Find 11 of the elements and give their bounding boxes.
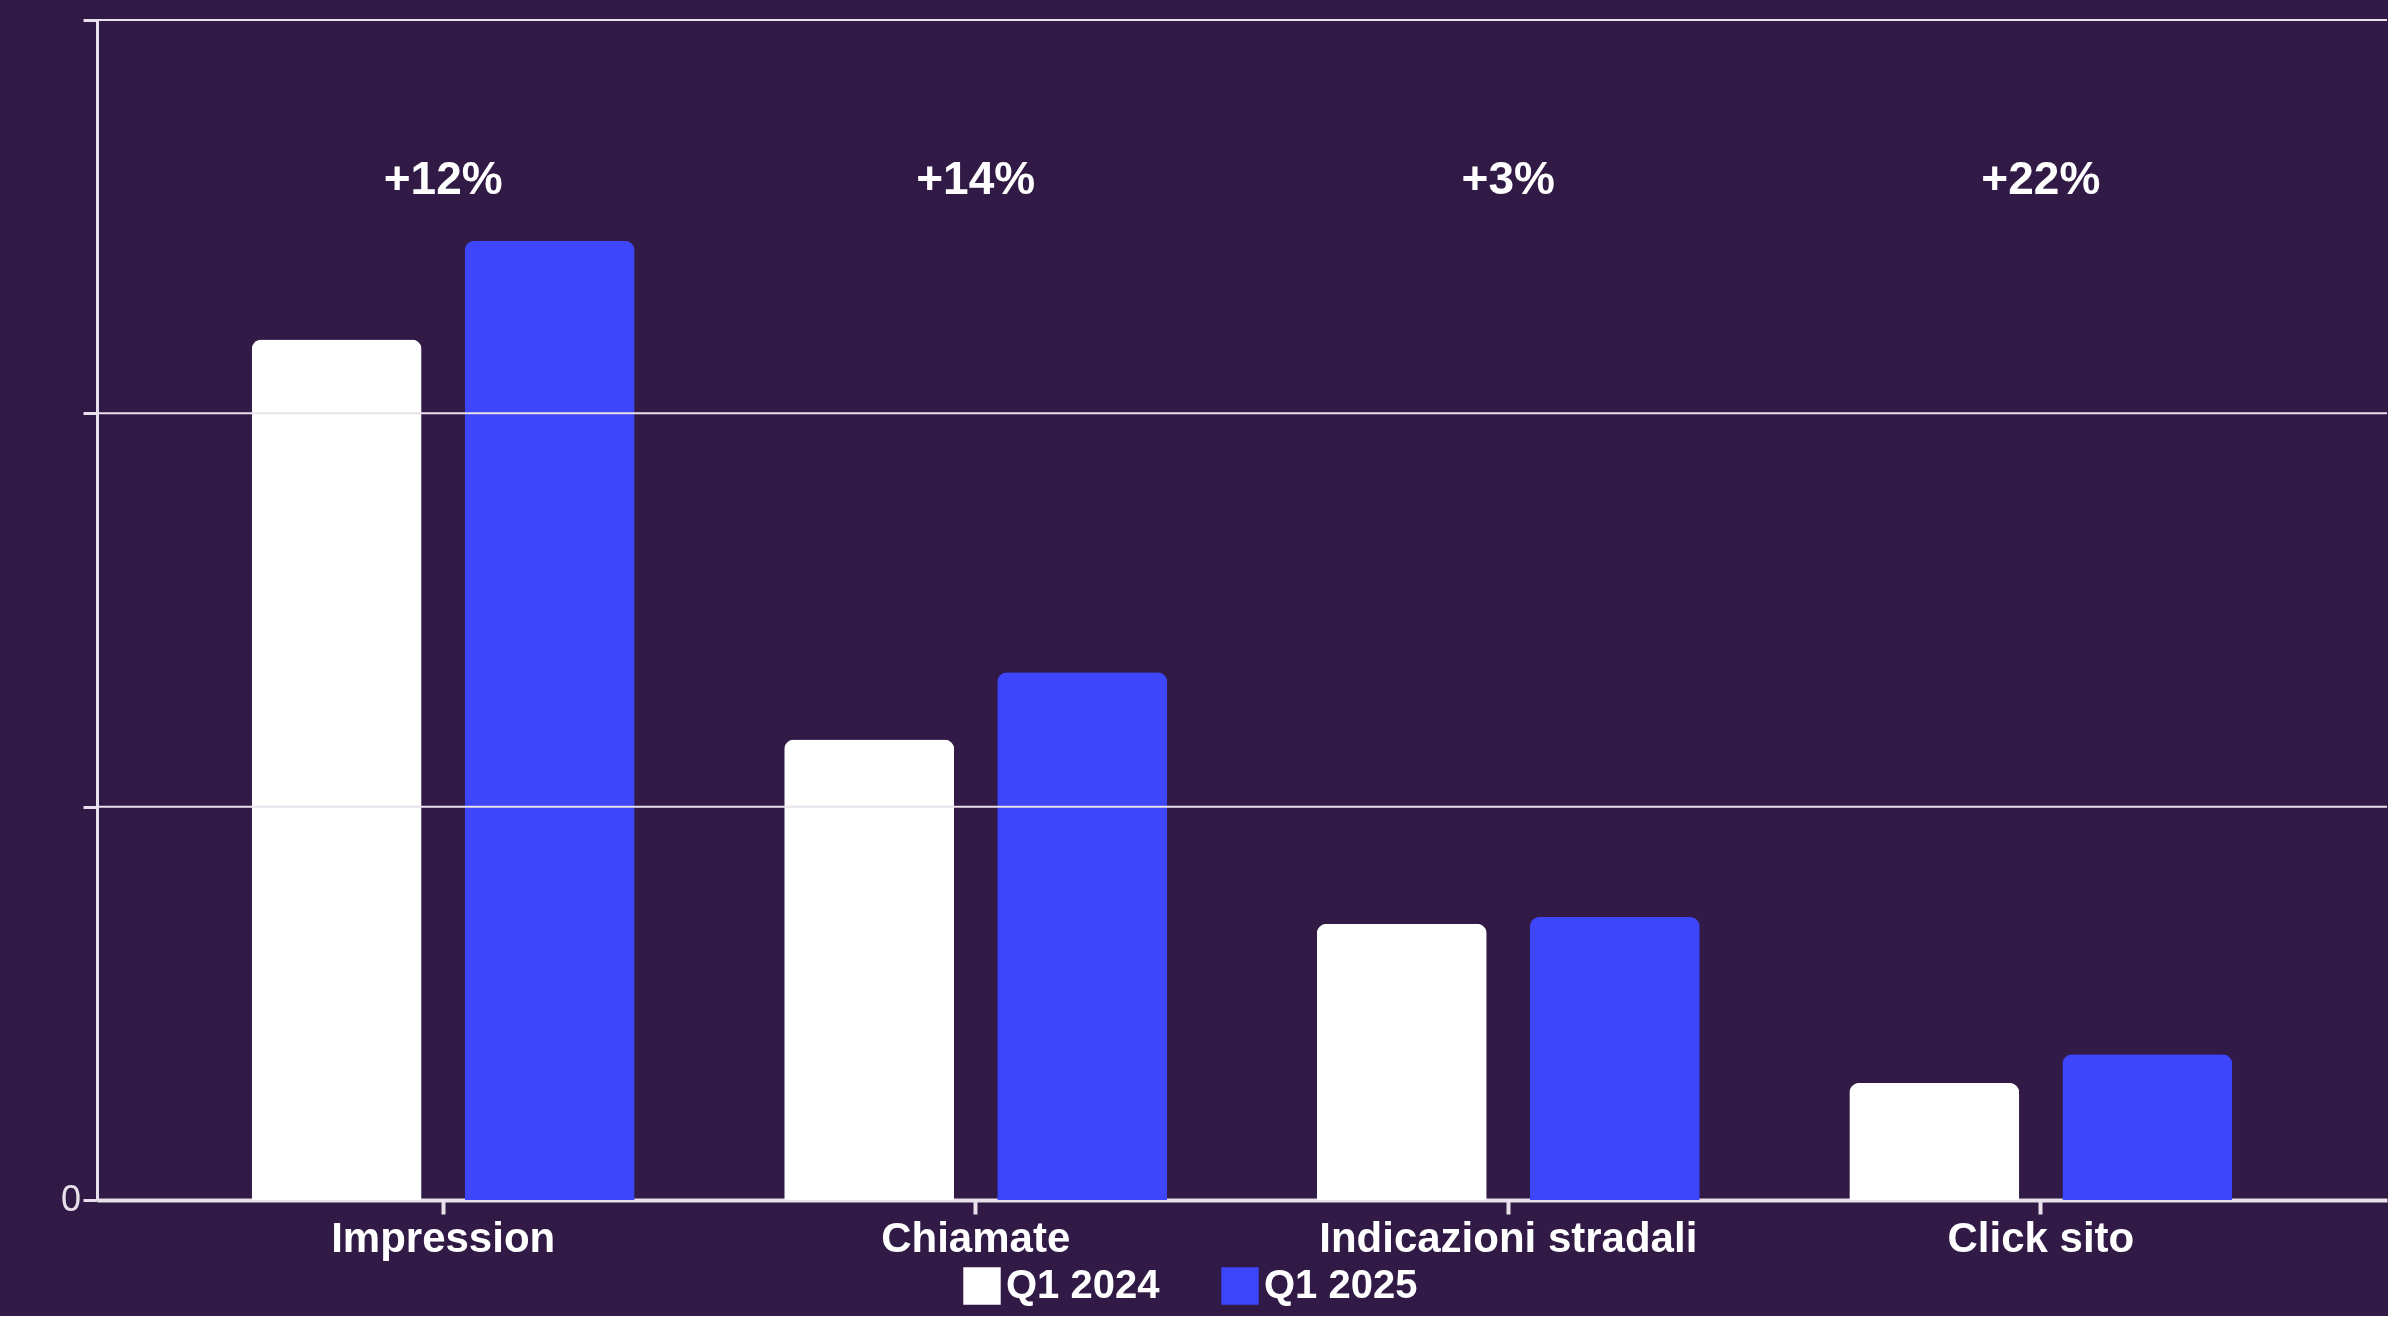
legend-label: Q1 2025 (1264, 1262, 1418, 1306)
x-tick-label: Indicazioni stradali (1319, 1213, 1698, 1261)
legend-label: Q1 2024 (1006, 1262, 1161, 1306)
x-tick-label: Impression (331, 1213, 556, 1261)
x-tick-label: Chiamate (881, 1213, 1071, 1261)
text: +12% (383, 152, 503, 204)
text: 0 (60, 1178, 81, 1219)
text: +14% (916, 152, 1036, 204)
text: +3% (1461, 152, 1555, 204)
x-tick-label: Click sito (1947, 1213, 2135, 1261)
text: +22% (1981, 152, 2101, 204)
